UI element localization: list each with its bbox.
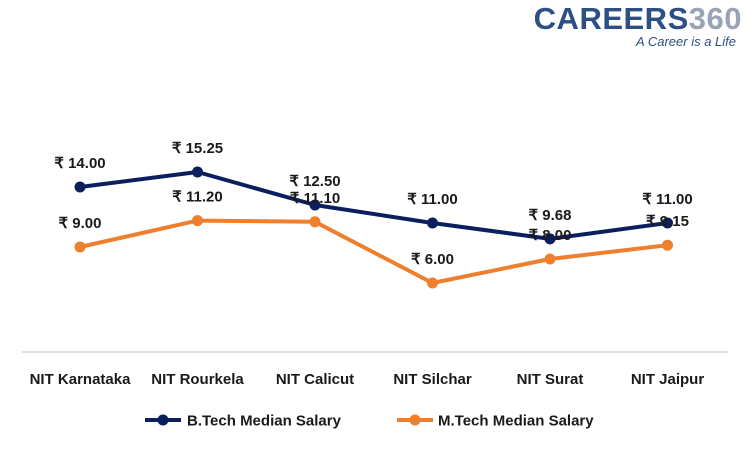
series-line-btech [78, 170, 670, 241]
data-point [74, 241, 86, 253]
legend-entry-mtech: M.Tech Median Salary [438, 413, 594, 430]
data-label: ₹ 11.00 [642, 191, 692, 208]
data-point [662, 239, 673, 251]
data-point [309, 216, 321, 228]
data-label: ₹ 14.00 [54, 155, 105, 172]
data-point [662, 217, 673, 229]
data-point [427, 277, 438, 289]
data-points [74, 166, 673, 289]
data-point [544, 233, 556, 245]
data-point [544, 253, 556, 265]
data-point [192, 166, 203, 178]
legend: B.Tech Median Salary M.Tech Median Salary [145, 413, 594, 430]
data-label: ₹ 11.20 [172, 189, 222, 206]
series-lines [78, 170, 670, 285]
data-point [309, 199, 321, 211]
logo-wordmark: CAREERS360 [534, 2, 742, 36]
category-label: NIT Silchar [393, 371, 472, 388]
data-label: ₹ 15.25 [172, 140, 223, 157]
data-label: ₹ 9.15 [646, 213, 689, 230]
careers360-logo: CAREERS360 A Career is a Life [534, 2, 742, 50]
legend-swatch-marker [409, 414, 421, 426]
category-label: NIT Karnataka [30, 371, 132, 388]
series-line-mtech [78, 218, 670, 285]
data-label: ₹ 11.00 [407, 191, 457, 208]
legend-entry-btech: B.Tech Median Salary [187, 413, 342, 430]
data-label: ₹ 8.00 [529, 227, 572, 244]
category-label: NIT Surat [517, 371, 584, 388]
data-point [74, 181, 86, 193]
category-labels: NIT Karnataka NIT Rourkela NIT Calicut NIT … [30, 371, 705, 388]
data-label: ₹ 12.50 [289, 173, 340, 190]
legend-swatch-marker [157, 414, 169, 426]
category-label: NIT Rourkela [151, 371, 244, 388]
data-labels: ₹ 14.00 ₹ 15.25 ₹ 12.50 ₹ 11.00 ₹ 9.68 ₹ 11.0… [54, 140, 692, 268]
data-label: ₹ 9.00 [59, 215, 102, 232]
data-label: ₹ 9.68 [529, 207, 572, 224]
logo-tagline: A Career is a Life [636, 34, 736, 49]
data-label: ₹ 11.10 [290, 190, 340, 207]
data-point [192, 215, 203, 227]
data-point [427, 217, 438, 229]
logo-brand-number: 360 [688, 1, 742, 36]
data-label: ₹ 6.00 [411, 251, 454, 268]
logo-brand: CAREERS [533, 1, 689, 36]
category-label: NIT Calicut [276, 371, 354, 388]
category-label: NIT Jaipur [631, 371, 705, 388]
